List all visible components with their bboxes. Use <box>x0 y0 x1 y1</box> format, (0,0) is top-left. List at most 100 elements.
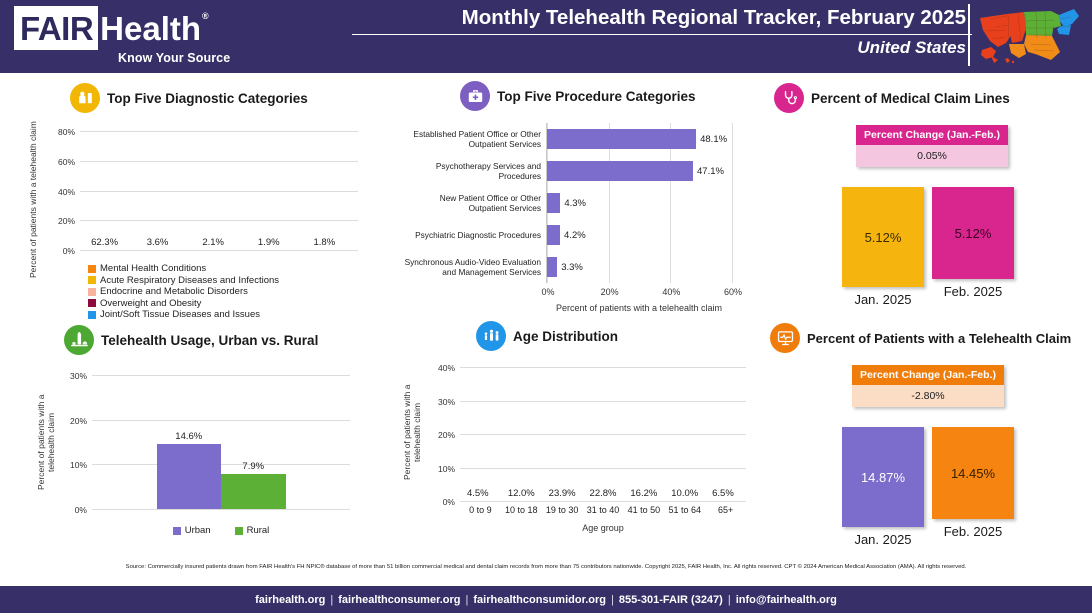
gridline: 80% <box>58 127 358 137</box>
bar-value-label: 48.1% <box>700 133 728 145</box>
y-axis-tick: 20% <box>57 216 75 227</box>
panel-urban-rural: Telehealth Usage, Urban vs. Rural Percen… <box>22 325 370 555</box>
category-label: Synchronous Audio-Video Evaluation and M… <box>404 256 541 277</box>
bar[interactable] <box>547 225 561 245</box>
gridline: 60% <box>58 157 358 167</box>
panel-telehealth-claim-title: Percent of Patients with a Telehealth Cl… <box>807 330 1072 346</box>
y-axis-tick: 30% <box>69 371 87 381</box>
kpi-bar[interactable]: 5.12% <box>842 187 924 287</box>
gridline: 40% <box>438 363 746 373</box>
legend-swatch <box>88 299 96 307</box>
bar[interactable] <box>547 257 558 277</box>
y-axis-tick: 0% <box>74 505 87 515</box>
bar[interactable] <box>547 161 693 181</box>
bar-row: Psychotherapy Services and Procedures 47.… <box>436 161 732 181</box>
footer-link[interactable]: fairhealth.org <box>255 593 326 606</box>
legend-item[interactable]: Mental Health Conditions <box>88 263 279 274</box>
x-axis-tick: 41 to 50 <box>627 505 661 515</box>
panel-telehealth-claim: Percent of Patients with a Telehealth Cl… <box>770 323 1086 559</box>
legend-item[interactable]: Urban <box>172 525 211 536</box>
gridline: 40% <box>662 123 680 297</box>
legend-label: Mental Health Conditions <box>100 263 207 274</box>
chart-procedure-xlabel: Percent of patients with a telehealth cl… <box>555 303 723 313</box>
gridline: 10% <box>438 464 746 474</box>
y-axis-tick: 30% <box>437 396 455 407</box>
y-axis-tick: 20% <box>69 415 87 426</box>
logo-health-word: Health <box>100 9 202 47</box>
gridline: 0% <box>75 505 350 515</box>
bar-value-label: 2.1% <box>202 237 224 248</box>
chart-diagnostic-plot: 0% 20% 40% 60% 80% 62.3% 3.6% 2.1% 1.9% 1.8% <box>58 127 358 256</box>
bar-value-label: 3.3% <box>561 261 583 273</box>
gridline: 20% <box>438 430 746 440</box>
footer-separator: | <box>611 593 614 606</box>
legend-item[interactable]: Endocrine and Metabolic Disorders <box>88 286 279 297</box>
footer-link[interactable]: fairhealthconsumer.org <box>338 593 461 606</box>
kpi-bar[interactable]: 14.45% <box>932 427 1014 519</box>
category-label: Psychotherapy Services and Procedures <box>435 160 541 181</box>
legend-item[interactable]: Rural <box>234 525 269 536</box>
gridline: 20% <box>58 216 358 226</box>
dashboard-grid: Top Five Diagnostic Categories Percent o… <box>0 73 1092 557</box>
fair-health-logo[interactable]: FAIR Health ® Know Your Source <box>14 6 314 68</box>
x-axis-tick: 10 to 18 <box>505 505 538 515</box>
logo-fair-text: FAIR <box>14 6 99 50</box>
y-axis-tick: 40% <box>437 363 455 373</box>
chart-age-distribution: Percent of patients with a telehealth cl… <box>398 357 758 557</box>
us-regional-map-icon <box>976 4 1084 68</box>
medical-bag-icon <box>460 81 490 111</box>
panel-age-title: Age Distribution <box>513 328 618 344</box>
telehealth-claim-percent-change-box: Percent Change (Jan.-Feb.) -2.80% <box>852 365 1004 407</box>
page-title: Monthly Telehealth Regional Tracker, Feb… <box>461 6 966 29</box>
monitor-vitals-icon <box>770 323 800 353</box>
bar-value-label: 1.8% <box>313 237 336 248</box>
chart-urban-rural: Percent of patients with a telehealth cl… <box>22 363 370 558</box>
bar-series: 62.3% 3.6% 2.1% 1.9% 1.8% <box>80 131 358 250</box>
kpi-column: 5.12% Feb. 2025 <box>932 187 1014 299</box>
y-axis-tick: 0% <box>442 497 455 507</box>
bar-series: 14.6% 7.9% <box>156 375 286 509</box>
bar-row: New Patient Office or Other Outpatient S… <box>440 193 732 213</box>
x-axis-tick: 0 to 9 <box>469 505 492 515</box>
bar-value-label: 6.5% <box>712 488 734 499</box>
category-label: Psychiatric Diagnostic Procedures <box>415 229 541 240</box>
kpi-bar[interactable]: 5.12% <box>932 187 1014 279</box>
panel-diagnostic-header: Top Five Diagnostic Categories <box>70 83 370 113</box>
chart-age-ylabel: Percent of patients with a telehealth cl… <box>402 384 422 480</box>
y-axis-tick: 20% <box>437 430 455 440</box>
legend-label: Acute Respiratory Diseases and Infection… <box>100 274 280 286</box>
legend-item[interactable]: Acute Respiratory Diseases and Infection… <box>88 275 279 286</box>
bar[interactable] <box>547 129 697 149</box>
footer-link[interactable]: info@fairhealth.org <box>735 593 837 606</box>
gridline: 20% <box>601 123 619 297</box>
bar-row: Psychiatric Diagnostic Procedures 4.2% <box>415 225 732 245</box>
y-axis-tick: 40% <box>57 186 75 197</box>
category-label: Established Patient Office or Other Outp… <box>413 128 541 149</box>
panel-telehealth-claim-header: Percent of Patients with a Telehealth Cl… <box>770 323 1086 353</box>
bar-value-label: 47.1% <box>697 165 724 177</box>
legend-swatch <box>172 526 181 535</box>
chart-procedure-categories: 0% 20% 40% 60% Established Patient Office or… <box>398 117 758 322</box>
panel-age-header: Age Distribution <box>476 321 758 351</box>
kpi-bar-value: 14.45% <box>950 465 996 481</box>
footer-link[interactable]: fairhealthconsumidor.org <box>473 593 607 606</box>
bar[interactable] <box>547 193 561 213</box>
bar-value-label: 23.9% <box>548 488 576 499</box>
bar[interactable]: 14.6% <box>156 431 221 509</box>
legend-label: Endocrine and Metabolic Disorders <box>100 286 248 297</box>
source-note: Source: Commercially insured patients dr… <box>125 564 967 570</box>
legend-item[interactable]: Overweight and Obesity <box>88 298 279 309</box>
x-axis-tick: 19 to 30 <box>545 505 579 515</box>
kpi-bar[interactable]: 14.87% <box>842 427 924 527</box>
x-axis-tick: 60% <box>723 287 743 297</box>
gridline: 10% <box>70 460 350 470</box>
bar-value-label: 7.9% <box>242 460 265 472</box>
y-axis-tick: 80% <box>57 127 75 137</box>
legend-item[interactable]: Joint/Soft Tissue Diseases and Issues <box>88 309 279 320</box>
bar-value-label: 1.9% <box>257 237 280 248</box>
gridline: 60% <box>724 123 742 297</box>
footer-link[interactable]: 855-301-FAIR (3247) <box>618 593 723 606</box>
gridline: 40% <box>58 187 358 197</box>
bar-value-label: 4.2% <box>564 229 586 241</box>
bar[interactable]: 7.9% <box>221 461 286 509</box>
